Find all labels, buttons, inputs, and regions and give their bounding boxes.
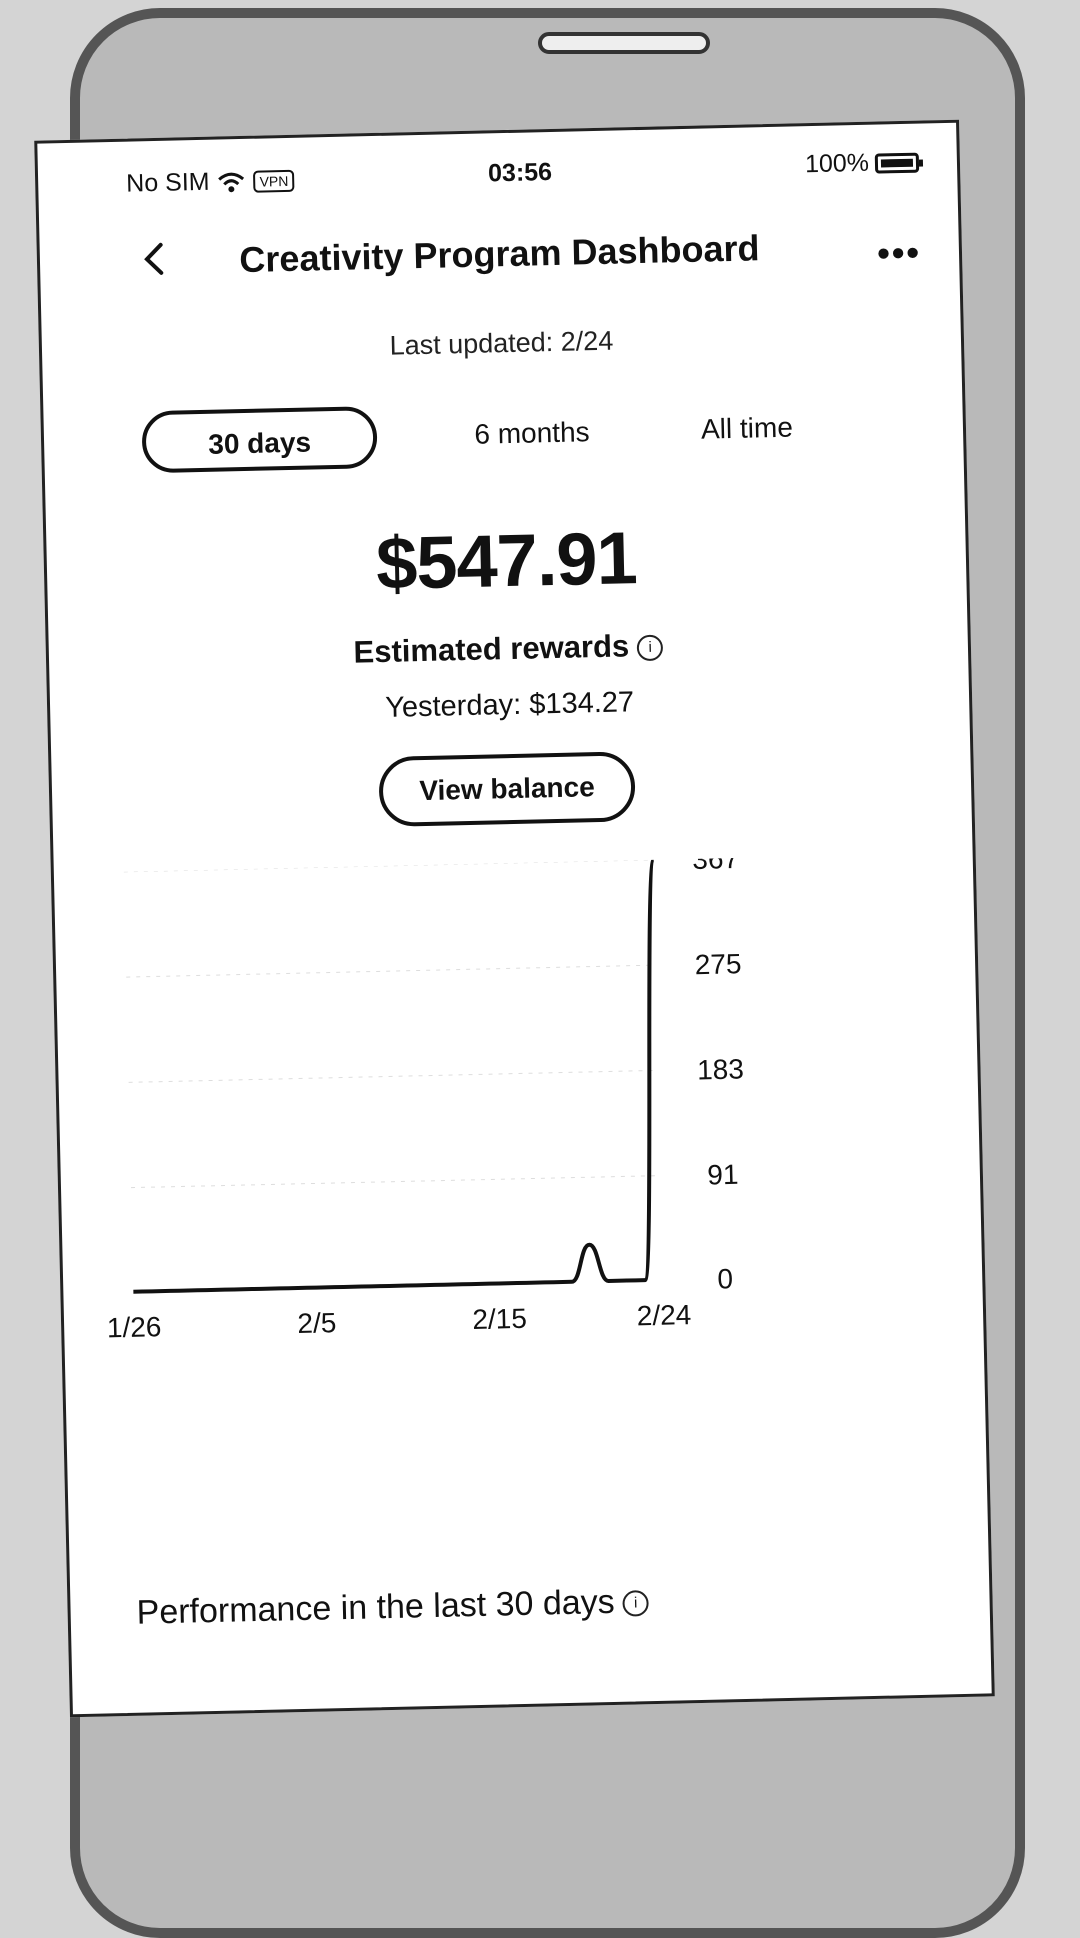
x-tick-label: 2/24 xyxy=(636,1299,691,1331)
performance-info-icon[interactable]: i xyxy=(622,1590,650,1617)
vpn-icon: VPN xyxy=(253,169,295,193)
x-tick-label: 2/5 xyxy=(297,1307,337,1339)
y-tick-label: 0 xyxy=(717,1263,733,1294)
y-tick-label: 91 xyxy=(707,1159,739,1191)
chart-gridline xyxy=(123,859,654,873)
more-dots-icon[interactable]: ••• xyxy=(876,231,922,274)
chart-gridline xyxy=(128,1069,659,1083)
performance-heading: Performance in the last 30 days i xyxy=(136,1582,650,1633)
estimated-rewards-label: Estimated rewards i xyxy=(49,621,969,678)
chart-y-ticks: 367 275 183 91 0 xyxy=(692,852,744,1294)
y-tick-label: 183 xyxy=(697,1053,744,1085)
status-time: 03:56 xyxy=(487,157,553,188)
estimated-rewards-text: Estimated rewards xyxy=(353,628,630,670)
back-chevron-icon[interactable] xyxy=(134,239,175,280)
x-tick-label: 1/26 xyxy=(107,1311,162,1343)
chart-line-layer xyxy=(133,857,656,1294)
x-tick-label: 2/15 xyxy=(472,1303,527,1335)
rewards-series-line xyxy=(133,857,656,1294)
info-icon[interactable]: i xyxy=(636,634,664,661)
y-tick-label: 367 xyxy=(692,852,739,874)
tab-6-months[interactable]: 6 months xyxy=(474,416,590,450)
battery-icon xyxy=(874,152,920,174)
carrier-label: No SIM xyxy=(125,167,210,198)
view-balance-button[interactable]: View balance xyxy=(378,751,636,828)
performance-title: Performance in the last 30 days xyxy=(136,1582,616,1632)
status-bar: No SIM VPN 03:56 100% xyxy=(37,123,957,204)
chart-x-ticks: 1/26 2/5 2/15 2/24 xyxy=(107,1299,692,1343)
last-updated-text: Last updated: 2/24 xyxy=(389,325,614,361)
estimated-rewards-amount: $547.91 xyxy=(375,516,638,606)
rewards-chart: 367 275 183 91 0 1/26 2/5 2/15 2/24 xyxy=(107,852,745,1343)
chart-gridline xyxy=(130,1175,661,1189)
wifi-icon xyxy=(218,172,245,192)
tab-all-time[interactable]: All time xyxy=(700,411,794,445)
phone-speaker xyxy=(538,32,710,54)
status-left: No SIM VPN xyxy=(126,166,295,199)
time-range-tabs: 30 days 6 months All time xyxy=(131,395,872,482)
chart-gridlines xyxy=(123,859,661,1189)
nav-bar: Creativity Program Dashboard ••• xyxy=(39,193,960,304)
chart-gridline xyxy=(126,964,657,978)
status-right: 100% xyxy=(805,148,920,180)
battery-percent: 100% xyxy=(804,148,870,179)
yesterday-rewards: Yesterday: $134.27 xyxy=(384,686,635,724)
tab-30-days[interactable]: 30 days xyxy=(141,406,378,474)
y-tick-label: 275 xyxy=(694,948,741,980)
app-screen: No SIM VPN 03:56 100% Creativity Program… xyxy=(34,119,995,1718)
page-title: Creativity Program Dashboard xyxy=(238,227,760,281)
